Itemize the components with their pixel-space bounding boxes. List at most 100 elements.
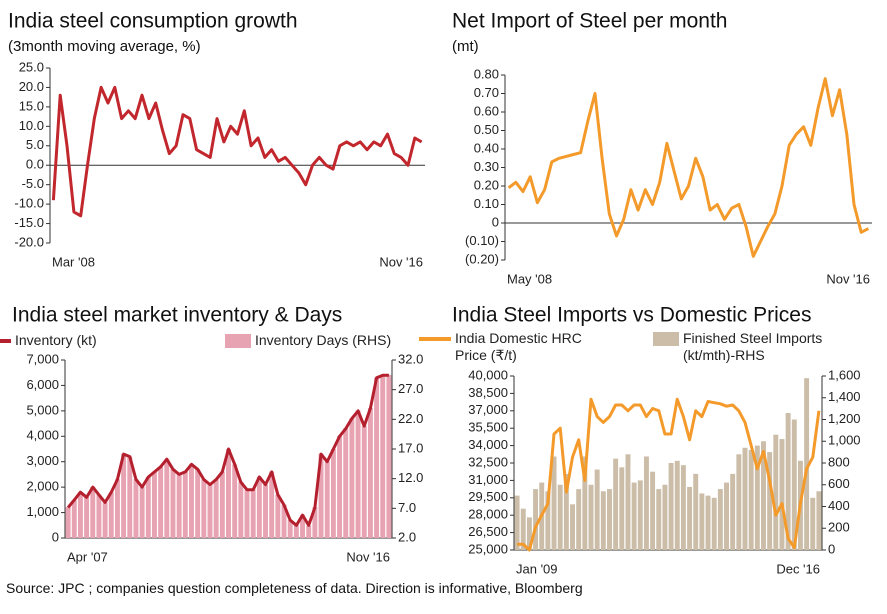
line-series [51,85,423,218]
bar [65,507,71,538]
bar [250,489,256,538]
y2-tick-label: 1,600 [828,367,861,382]
y-tick-label: 0.60 [474,103,499,118]
legend-swatch [225,334,251,348]
y-tick-label: 15.0 [19,98,44,113]
bar [625,454,631,550]
x-tick-label: Jan '09 [516,561,558,576]
y-tick-label: 0.80 [474,66,499,81]
bar [551,456,557,550]
bar [662,484,668,550]
y-tick-label: 0.70 [474,85,499,100]
bar [367,408,373,538]
y-tick-label: 2,000 [26,479,59,494]
chart-title: Net Import of Steel per month [452,10,727,33]
y-tick-label: 3,000 [26,453,59,468]
y2-tick-label: 22.0 [398,411,423,426]
bar [767,452,773,550]
y-tick-label: 28,000 [468,507,508,522]
y-tick-label: -15.0 [14,215,44,230]
bar [674,460,680,550]
y-tick-label: 25,000 [468,541,508,556]
y-tick-label: 29,500 [468,489,508,504]
y-tick-label: 38,500 [468,385,508,400]
bar [139,486,145,538]
bar [711,497,717,550]
bar [108,492,114,538]
bar [293,525,299,538]
bar [96,494,102,538]
bar [600,491,606,550]
bar [275,494,281,538]
bar [563,473,569,550]
bar [226,449,231,538]
y-tick-label: 0 [52,529,59,544]
bar [724,482,729,550]
bar [263,484,268,538]
source-note: Source: JPC ; companies question complet… [6,580,583,596]
chart-subtitle: (mt) [452,38,479,55]
y-tick-label: 0.10 [474,196,499,211]
y-tick-label: 0.50 [474,122,499,137]
bar [705,495,711,550]
bar [102,502,108,538]
y2-tick-label: 12.0 [398,470,423,485]
bar [121,453,127,538]
bar [631,482,637,550]
y-tick-label: 1,000 [26,504,59,519]
y-tick-label: -10.0 [14,196,44,211]
bar [158,466,164,538]
bar [374,377,380,538]
line-series [66,373,389,527]
bar [189,464,194,538]
bar [545,491,551,550]
y-tick-label: 7,000 [26,351,59,366]
bar [730,473,736,550]
bar [324,461,330,538]
bar [287,520,293,538]
bar [151,471,157,538]
bar [349,418,355,538]
bar [779,439,785,550]
y-tick-label: 34,000 [468,437,508,452]
y-tick-label: 40,000 [468,367,508,382]
y-tick-label: -20.0 [14,234,44,249]
chart-subtitle: (3month moving average, %) [8,38,201,55]
bar [195,469,201,538]
bar [386,374,392,538]
bar [300,514,306,538]
bar [170,469,176,538]
bar [182,471,188,538]
bar [570,504,575,550]
bar [114,479,120,538]
y-tick-label: 37,000 [468,402,508,417]
bar [127,456,133,538]
chart-title: India Steel Imports vs Domestic Prices [452,304,811,327]
x-tick-label: May '08 [507,271,552,286]
y2-tick-label: 7.0 [398,500,416,515]
chart-title: India steel market inventory & Days [12,304,342,327]
y-tick-label: 0.30 [474,159,499,174]
bar [754,445,760,550]
bar [90,486,96,538]
bar [748,449,754,550]
line-series [517,397,821,552]
bar [71,500,77,538]
bar [520,508,526,550]
y2-tick-label: 400 [828,498,850,513]
bar [207,484,213,538]
y-tick-label: (0.20) [465,251,499,266]
y2-tick-label: 17.0 [398,440,423,455]
y-tick-label: 32,500 [468,454,508,469]
bar [84,497,90,538]
y-tick-label: 5,000 [26,402,59,417]
legend-label: Finished Steel Imports (kt/mth)-RHS [683,330,823,363]
bar [337,435,343,538]
bar [164,459,170,538]
bar [244,489,250,538]
bar [810,497,816,550]
bar [650,471,656,550]
y2-tick-label: 2.0 [398,529,416,544]
bar [256,476,262,538]
